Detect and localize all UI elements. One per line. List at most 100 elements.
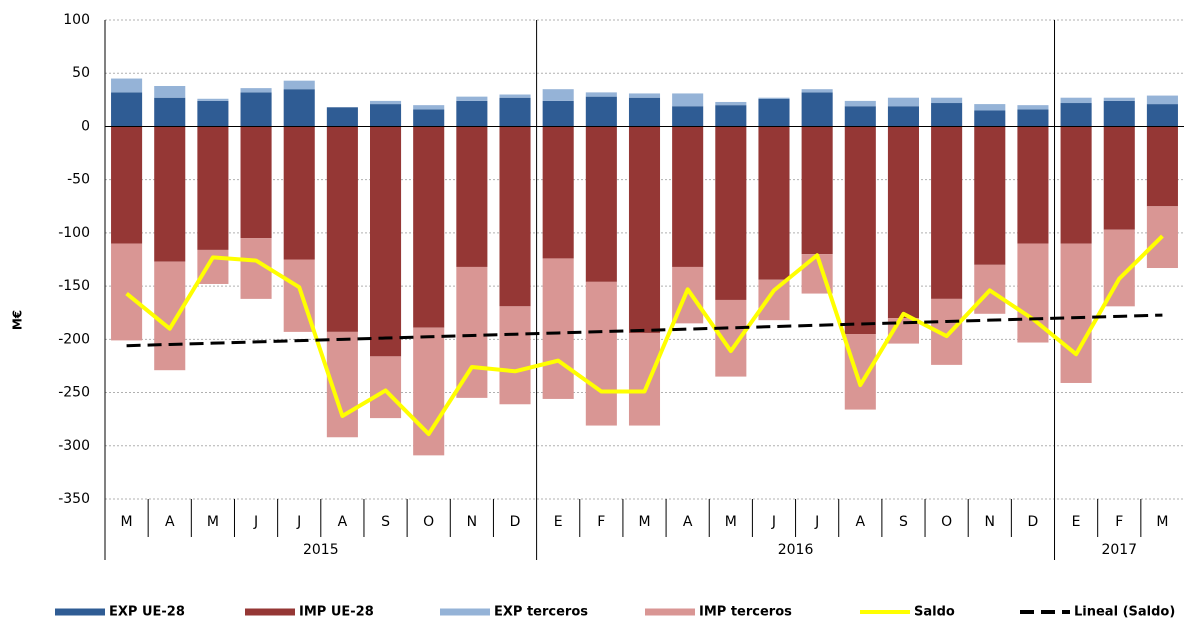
bar [111, 92, 143, 127]
bar [456, 96, 488, 101]
bar [672, 93, 704, 107]
y-tick-label: -100 [58, 225, 90, 241]
bar [240, 88, 272, 93]
bar [370, 100, 402, 105]
y-tick-label: 50 [72, 65, 90, 81]
group-label: 2015 [303, 542, 339, 558]
bar [844, 106, 876, 127]
bar [197, 126, 229, 250]
x-tick-label: J [814, 514, 819, 530]
x-tick-label: D [1028, 514, 1039, 530]
bar [413, 327, 445, 456]
bar [1146, 95, 1178, 105]
bar [542, 258, 574, 399]
bar [1103, 126, 1135, 230]
bar [456, 100, 488, 127]
bar [715, 101, 747, 106]
bar [283, 89, 315, 127]
legend: EXP UE-28 IMP UE-28 EXP terceros IMP tercer… [55, 605, 1175, 620]
legend-label: Saldo [914, 605, 955, 620]
bar [585, 126, 617, 282]
bar [283, 126, 315, 260]
bar [370, 356, 402, 419]
bar [715, 105, 747, 127]
bar [240, 92, 272, 127]
bar [1060, 243, 1092, 383]
bar [111, 126, 143, 244]
x-tick-label: E [1072, 514, 1081, 530]
y-tick-label: -200 [58, 331, 90, 347]
legend-label: EXP terceros [494, 605, 588, 620]
bar [931, 97, 963, 104]
bar [1060, 103, 1092, 127]
x-tick-label: F [597, 514, 605, 530]
bar [542, 100, 574, 127]
bar [887, 126, 919, 319]
bar [499, 94, 531, 98]
bar [499, 97, 531, 127]
bar [585, 96, 617, 127]
bar [628, 97, 661, 127]
y-tick-label: -350 [58, 491, 90, 507]
bar [628, 332, 661, 426]
bar [974, 104, 1006, 111]
bar [758, 279, 790, 321]
y-tick-label: -250 [58, 385, 90, 401]
x-tick-label: M [207, 514, 219, 530]
bar [456, 126, 488, 267]
x-tick-label: M [121, 514, 133, 530]
bar [370, 126, 402, 357]
bar [931, 126, 963, 299]
bar [672, 106, 704, 127]
bar [154, 97, 186, 127]
x-tick-label: A [683, 514, 693, 530]
y-tick-label: 100 [63, 12, 90, 28]
bar [1146, 126, 1178, 207]
trend-line [126, 313, 1163, 348]
bar [413, 105, 445, 110]
bar [974, 126, 1006, 265]
bar [499, 306, 531, 405]
bar [801, 89, 833, 93]
y-tick-label: -50 [67, 172, 90, 188]
bar [844, 126, 876, 335]
bar [1017, 126, 1049, 244]
x-tick-label: F [1115, 514, 1123, 530]
x-tick-label: D [510, 514, 521, 530]
y-tick-label: -150 [58, 278, 90, 294]
x-tick-label: S [381, 514, 390, 530]
y-tick-label: 0 [81, 118, 90, 134]
bar [240, 126, 272, 239]
bar [326, 126, 358, 332]
x-tick-label: O [941, 514, 952, 530]
legend-label: IMP terceros [699, 605, 792, 620]
bar [1146, 104, 1178, 127]
bar [111, 243, 143, 341]
bar [1060, 97, 1092, 104]
legend-label: IMP UE-28 [299, 605, 374, 620]
bar [931, 103, 963, 127]
x-tick-label: J [253, 514, 258, 530]
x-tick-label: A [165, 514, 175, 530]
bar [197, 98, 229, 101]
bar [1103, 97, 1135, 101]
x-tick-label: A [338, 514, 348, 530]
x-tick-label: J [771, 514, 776, 530]
bar [844, 100, 876, 107]
x-tick-label: E [554, 514, 563, 530]
bar [111, 78, 143, 93]
bar [154, 261, 186, 371]
bar [672, 126, 704, 267]
bar [585, 92, 617, 97]
bar [801, 92, 833, 127]
x-tick-label: O [423, 514, 434, 530]
bar [370, 104, 402, 127]
bar [283, 80, 315, 90]
x-tick-label: N [985, 514, 995, 530]
bar [887, 106, 919, 127]
bar [628, 93, 661, 98]
bar [154, 85, 186, 98]
x-tick-label: M [1156, 514, 1168, 530]
bar [887, 97, 919, 107]
